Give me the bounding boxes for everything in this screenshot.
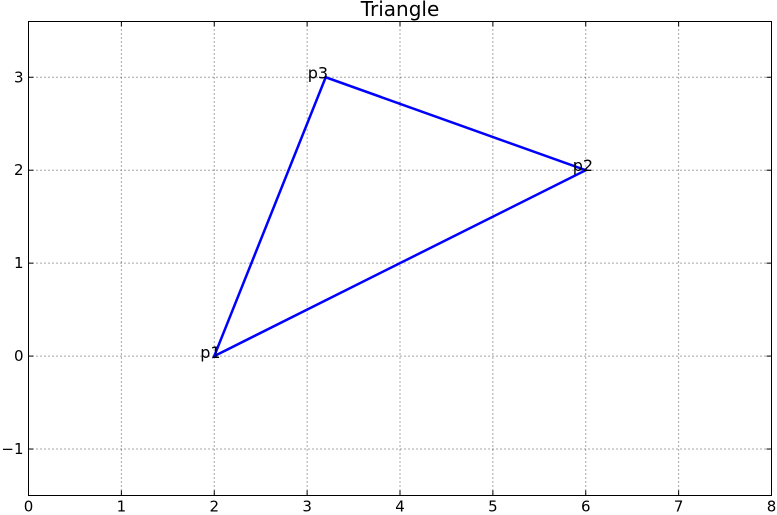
ytick-label-1: 1 — [14, 254, 24, 272]
tick-layer: 0 1 2 3 4 5 6 7 8 −1 0 1 2 3 — [1, 21, 777, 515]
xtick-label-8: 8 — [767, 498, 777, 515]
xtick-label-0: 0 — [24, 498, 34, 515]
xtick-label-2: 2 — [209, 498, 219, 515]
point-label-p2: p2 — [573, 156, 593, 175]
xtick-label-7: 7 — [674, 498, 684, 515]
ytick-label-3: 3 — [14, 68, 24, 86]
point-label-p3: p3 — [308, 63, 328, 82]
grid-layer — [28, 21, 772, 496]
xtick-label-4: 4 — [395, 498, 405, 515]
ytick-label-−1: −1 — [1, 440, 23, 458]
triangle-line — [211, 75, 589, 359]
plot-title: Triangle — [360, 0, 440, 21]
xtick-label-6: 6 — [581, 498, 591, 515]
xtick-label-5: 5 — [488, 498, 498, 515]
xtick-label-3: 3 — [302, 498, 312, 515]
point-label-p1: p1 — [200, 343, 220, 362]
xtick-label-1: 1 — [117, 498, 127, 515]
data-layer — [211, 75, 589, 359]
label-layer: p1 p2 p3 — [200, 63, 593, 362]
ytick-label-0: 0 — [14, 347, 24, 365]
ytick-label-2: 2 — [14, 161, 24, 179]
